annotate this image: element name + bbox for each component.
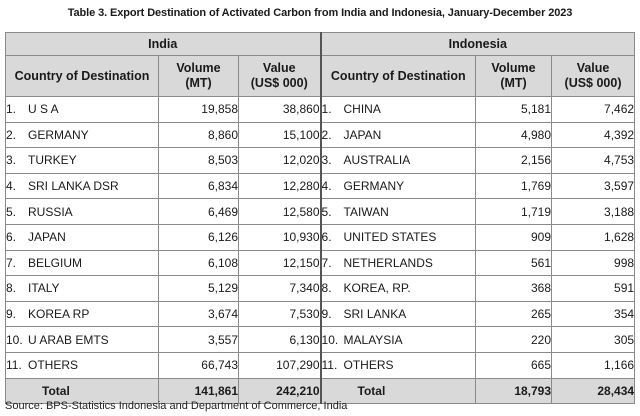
table-row: 6. JAPAN 6,126 10,930 6. UNITED STATES 909… — [5, 223, 636, 251]
col-header-country: Country of Destination — [319, 55, 477, 97]
indonesia-value-cell: 354 — [551, 300, 636, 328]
indonesia-volume-cell: 561 — [475, 249, 553, 277]
col-header-volume: Volume (MT) — [475, 55, 553, 97]
total-label: Total — [319, 377, 477, 404]
india-value-cell: 12,280 — [237, 172, 322, 200]
table-row: 5. RUSSIA 6,469 12,580 5. TAIWAN 1,719 3,1… — [5, 198, 636, 225]
india-country-cell: 8. ITALY — [5, 275, 159, 302]
col-header-value: Value (US$ 000) — [237, 55, 322, 97]
indonesia-country-cell: 6. UNITED STATES — [319, 223, 477, 251]
table-row: 7. BELGIUM 6,108 12,150 7. NETHERLANDS 561… — [5, 249, 636, 277]
indonesia-value-cell: 305 — [551, 326, 636, 353]
indonesia-volume-cell: 368 — [475, 275, 553, 302]
indonesia-value-cell: 4,753 — [551, 147, 636, 174]
india-volume-cell: 19,858 — [158, 96, 239, 123]
indonesia-volume-cell: 5,181 — [475, 96, 553, 123]
india-value-cell: 7,530 — [237, 300, 322, 328]
indonesia-volume-cell: 1,769 — [475, 172, 553, 200]
india-country-cell: 10. U ARAB EMTS — [5, 326, 159, 353]
india-value-cell: 12,150 — [237, 249, 322, 277]
indonesia-country-cell: 11. OTHERS — [319, 351, 477, 379]
indonesia-value-cell: 591 — [551, 275, 636, 302]
indonesia-value-cell: 1,166 — [551, 351, 636, 379]
india-volume-cell: 6,108 — [158, 249, 239, 277]
india-volume-cell: 8,503 — [158, 147, 239, 174]
india-total-value: 242,210 — [237, 377, 322, 404]
table-title: Table 3. Export Destination of Activated… — [67, 7, 573, 19]
india-country-cell: 6. JAPAN — [5, 223, 159, 251]
indonesia-country-cell: 10. MALAYSIA — [319, 326, 477, 353]
india-value-cell: 10,930 — [237, 223, 322, 251]
indonesia-value-cell: 1,628 — [551, 223, 636, 251]
india-value-cell: 6,130 — [237, 326, 322, 353]
table-row: 11. OTHERS 66,743 107,290 11. OTHERS 665 1… — [5, 351, 636, 379]
indonesia-volume-cell: 265 — [475, 300, 553, 328]
indonesia-value-cell: 3,188 — [551, 198, 636, 225]
indonesia-country-cell: 7. NETHERLANDS — [319, 249, 477, 277]
total-label: Total — [5, 377, 159, 404]
india-country-cell: 3. TURKEY — [5, 147, 159, 174]
india-volume-cell: 3,557 — [158, 326, 239, 353]
indonesia-total-volume: 18,793 — [475, 377, 553, 404]
indonesia-country-cell: 8. KOREA, RP. — [319, 275, 477, 302]
india-volume-cell: 6,469 — [158, 198, 239, 225]
india-volume-cell: 3,674 — [158, 300, 239, 328]
india-volume-cell: 5,129 — [158, 275, 239, 302]
india-volume-cell: 6,126 — [158, 223, 239, 251]
indonesia-country-cell: 9. SRI LANKA — [319, 300, 477, 328]
indonesia-value-cell: 7,462 — [551, 96, 636, 123]
col-header-country: Country of Destination — [5, 55, 159, 97]
india-volume-cell: 8,860 — [158, 121, 239, 149]
indonesia-volume-cell: 1,719 — [475, 198, 553, 225]
india-volume-cell: 6,834 — [158, 172, 239, 200]
indonesia-value-cell: 4,392 — [551, 121, 636, 149]
indonesia-value-cell: 3,597 — [551, 172, 636, 200]
india-country-cell: 9. KOREA RP — [5, 300, 159, 328]
india-country-cell: 5. RUSSIA — [5, 198, 159, 225]
india-value-cell: 107,290 — [237, 351, 322, 379]
indonesia-country-cell: 5. TAIWAN — [319, 198, 477, 225]
india-value-cell: 15,100 — [237, 121, 322, 149]
indonesia-country-cell: 2. JAPAN — [319, 121, 477, 149]
table-row: 1. U S A 19,858 38,860 1. CHINA 5,181 7,46… — [5, 96, 636, 123]
india-country-cell: 2. GERMANY — [5, 121, 159, 149]
india-volume-cell: 66,743 — [158, 351, 239, 379]
indonesia-total-value: 28,434 — [551, 377, 636, 404]
col-header-value: Value (US$ 000) — [551, 55, 636, 97]
indonesia-volume-cell: 4,980 — [475, 121, 553, 149]
indonesia-country-cell: 1. CHINA — [319, 96, 477, 123]
export-destination-table: India Indonesia Country of Destination V… — [4, 32, 636, 404]
table-row: 2. GERMANY 8,860 15,100 2. JAPAN 4,980 4,3… — [5, 121, 636, 149]
india-value-cell: 7,340 — [237, 275, 322, 302]
indonesia-volume-cell: 220 — [475, 326, 553, 353]
india-value-cell: 12,020 — [237, 147, 322, 174]
total-row: Total 141,861 242,210 Total 18,793 28,43… — [5, 377, 636, 404]
indonesia-value-cell: 998 — [551, 249, 636, 277]
table-row: 10. U ARAB EMTS 3,557 6,130 10. MALAYSIA 2… — [5, 326, 636, 353]
table-row: 4. SRI LANKA DSR 6,834 12,280 4. GERMANY 1… — [5, 172, 636, 200]
table-row: 9. KOREA RP 3,674 7,530 9. SRI LANKA 265 3… — [5, 300, 636, 328]
table-row: 3. TURKEY 8,503 12,020 3. AUSTRALIA 2,156 … — [5, 147, 636, 174]
source-note: Source: BPS-Statistics Indonesia and Dep… — [5, 400, 348, 412]
india-country-cell: 4. SRI LANKA DSR — [5, 172, 159, 200]
col-header-volume: Volume (MT) — [158, 55, 239, 97]
india-value-cell: 12,580 — [237, 198, 322, 225]
india-country-cell: 1. U S A — [5, 96, 159, 123]
table-row: 8. ITALY 5,129 7,340 8. KOREA, RP. 368 591 — [5, 275, 636, 302]
group-header-indonesia: Indonesia — [319, 32, 636, 56]
indonesia-volume-cell: 2,156 — [475, 147, 553, 174]
indonesia-volume-cell: 909 — [475, 223, 553, 251]
indonesia-country-cell: 4. GERMANY — [319, 172, 477, 200]
group-header-india: India — [4, 32, 322, 56]
indonesia-country-cell: 3. AUSTRALIA — [319, 147, 477, 174]
india-value-cell: 38,860 — [237, 96, 322, 123]
india-country-cell: 7. BELGIUM — [5, 249, 159, 277]
india-country-cell: 11. OTHERS — [5, 351, 159, 379]
indonesia-volume-cell: 665 — [475, 351, 553, 379]
